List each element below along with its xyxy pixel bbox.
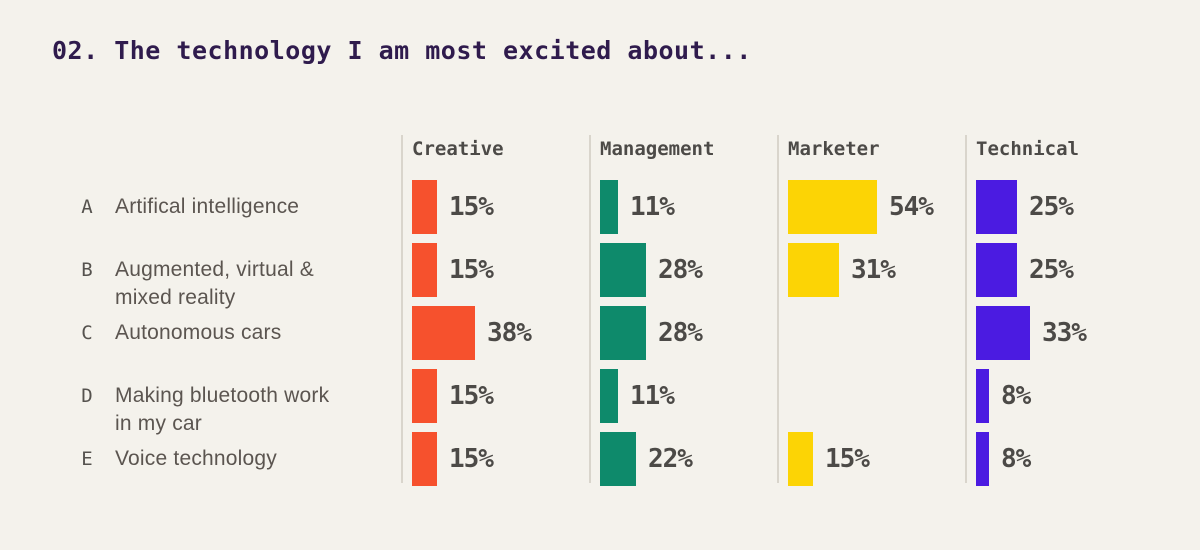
row-label-line: mixed reality: [115, 286, 236, 309]
row-label-line: Artifical intelligence: [115, 195, 300, 218]
bar-marketer-a: [788, 180, 877, 234]
bar-technical-a: [976, 180, 1017, 234]
row-label-d: Making bluetooth work in my car: [115, 382, 329, 438]
bar-creative-b: [412, 243, 437, 297]
column-header-marketer: Marketer: [788, 138, 880, 160]
value-label-creative-c: 38%: [487, 318, 532, 348]
value-label-marketer-b: 31%: [851, 255, 896, 285]
bar-management-c: [600, 306, 646, 360]
value-label-technical-b: 25%: [1029, 255, 1074, 285]
value-label-creative-a: 15%: [449, 192, 494, 222]
bar-marketer-b: [788, 243, 839, 297]
row-label-line: in my car: [115, 412, 202, 435]
value-label-management-b: 28%: [658, 255, 703, 285]
row-label-c: Autonomous cars: [115, 319, 281, 347]
column-divider-management: [589, 135, 591, 483]
row-label-line: Augmented, virtual &: [115, 258, 314, 281]
value-label-management-d: 11%: [630, 381, 675, 411]
bar-creative-e: [412, 432, 437, 486]
column-divider-technical: [965, 135, 967, 483]
value-label-technical-d: 8%: [1001, 381, 1031, 411]
row-letter-a: A: [81, 196, 93, 218]
row-label-line: Autonomous cars: [115, 321, 282, 344]
column-header-technical: Technical: [976, 138, 1079, 160]
row-label-line: Voice technology: [115, 447, 277, 470]
value-label-marketer-e: 15%: [825, 444, 870, 474]
column-header-management: Management: [600, 138, 715, 160]
bar-creative-a: [412, 180, 437, 234]
row-label-a: Artifical intelligence: [115, 193, 299, 221]
value-label-technical-c: 33%: [1042, 318, 1087, 348]
row-label-b: Augmented, virtual & mixed reality: [115, 256, 314, 312]
row-label-e: Voice technology: [115, 445, 277, 473]
page-title: 02. The technology I am most excited abo…: [52, 36, 752, 65]
value-label-creative-e: 15%: [449, 444, 494, 474]
value-label-technical-e: 8%: [1001, 444, 1031, 474]
row-letter-c: C: [81, 322, 93, 344]
row-label-line: Making bluetooth work: [115, 384, 330, 407]
bar-management-b: [600, 243, 646, 297]
bar-technical-d: [976, 369, 989, 423]
row-letter-b: B: [81, 259, 93, 281]
value-label-creative-d: 15%: [449, 381, 494, 411]
value-label-management-a: 11%: [630, 192, 675, 222]
bar-creative-d: [412, 369, 437, 423]
column-header-creative: Creative: [412, 138, 504, 160]
bar-technical-c: [976, 306, 1030, 360]
value-label-technical-a: 25%: [1029, 192, 1074, 222]
bar-technical-e: [976, 432, 989, 486]
bar-technical-b: [976, 243, 1017, 297]
bar-marketer-e: [788, 432, 813, 486]
column-divider-marketer: [777, 135, 779, 483]
bar-management-a: [600, 180, 618, 234]
bar-creative-c: [412, 306, 475, 360]
value-label-creative-b: 15%: [449, 255, 494, 285]
row-letter-e: E: [81, 448, 93, 470]
value-label-marketer-a: 54%: [889, 192, 934, 222]
value-label-management-c: 28%: [658, 318, 703, 348]
row-letter-d: D: [81, 385, 93, 407]
column-divider-creative: [401, 135, 403, 483]
bar-management-e: [600, 432, 636, 486]
value-label-management-e: 22%: [648, 444, 693, 474]
bar-management-d: [600, 369, 618, 423]
